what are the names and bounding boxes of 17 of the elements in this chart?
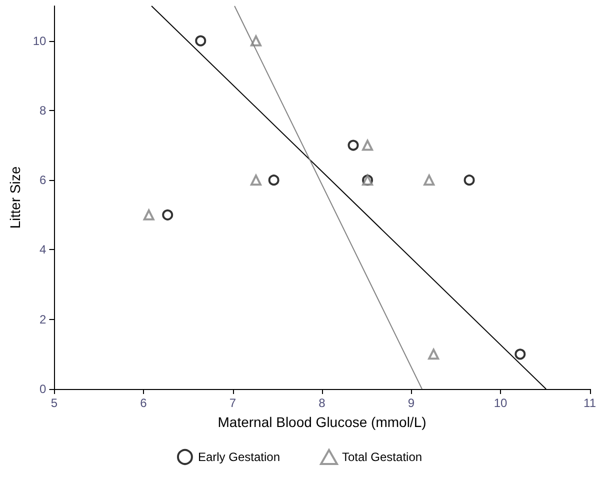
y-axis-title: Litter Size	[7, 166, 23, 229]
y-tick-label: 8	[40, 103, 47, 118]
y-tick-label: 2	[40, 312, 47, 326]
x-axis-title: Maternal Blood Glucose (mmol/L)	[218, 414, 426, 430]
y-tick-label: 10	[32, 34, 47, 48]
y-tick-label: 6	[40, 173, 47, 188]
x-tick-label: 7	[229, 396, 236, 410]
x-tick-label: 5	[50, 396, 58, 410]
y-tick-label: 4	[40, 242, 47, 257]
x-tick-label: 9	[408, 396, 415, 410]
x-tick-label: 6	[140, 396, 148, 410]
x-tick-label: 11	[584, 396, 596, 410]
x-tick-label: 10	[494, 396, 508, 410]
legend-label: Total Gestation	[342, 450, 422, 464]
x-tick-label: 8	[318, 396, 326, 410]
legend-label: Early Gestation	[198, 450, 280, 464]
y-tick-label: 0	[40, 382, 47, 396]
